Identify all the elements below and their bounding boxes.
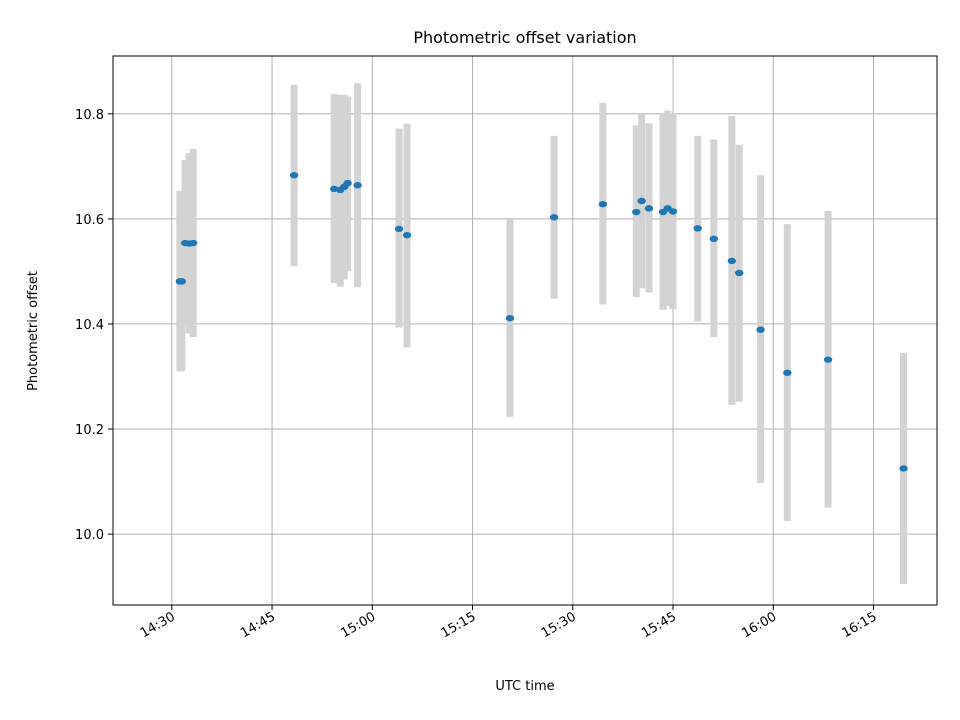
data-point — [693, 225, 702, 232]
x-tick-label: 16:00 — [739, 609, 779, 641]
data-point — [402, 231, 412, 239]
data-point — [632, 208, 641, 216]
data-point — [668, 208, 678, 215]
x-tick-label: 15:45 — [639, 609, 679, 641]
x-axis-label: UTC time — [495, 679, 554, 694]
data-point — [353, 182, 362, 189]
data-point — [343, 179, 352, 187]
data-point — [727, 257, 737, 265]
y-axis-label: Photometric offset — [26, 271, 41, 391]
data-point — [783, 369, 792, 376]
x-tick-label: 14:30 — [138, 609, 178, 641]
data-point — [394, 225, 404, 233]
x-tick-label: 15:00 — [338, 609, 378, 641]
data-point — [505, 314, 515, 322]
data-point — [709, 235, 718, 243]
x-tick-label: 16:15 — [840, 609, 880, 641]
data-point — [549, 214, 559, 221]
data-point — [289, 172, 299, 179]
data-point — [899, 465, 908, 472]
y-tick-label: 10.6 — [75, 213, 104, 228]
y-tick-label: 10.0 — [75, 528, 104, 543]
data-point — [177, 278, 187, 285]
data-point — [734, 269, 744, 277]
data-points — [175, 172, 908, 472]
data-point — [598, 200, 608, 208]
y-tick-label: 10.8 — [75, 108, 104, 123]
data-point — [644, 205, 654, 212]
error-bars — [176, 83, 908, 584]
data-point — [823, 356, 833, 363]
grid — [113, 56, 937, 605]
data-point — [188, 239, 198, 247]
data-point — [756, 326, 765, 333]
y-tick-label: 10.4 — [75, 318, 104, 333]
x-tick-label: 14:45 — [238, 609, 278, 641]
y-tick-label: 10.2 — [75, 423, 104, 438]
data-point — [637, 197, 646, 205]
chart-title: Photometric offset variation — [413, 28, 636, 47]
plot-frame — [112, 55, 938, 606]
x-tick-label: 15:15 — [439, 609, 479, 641]
x-tick-label: 15:30 — [539, 609, 579, 641]
